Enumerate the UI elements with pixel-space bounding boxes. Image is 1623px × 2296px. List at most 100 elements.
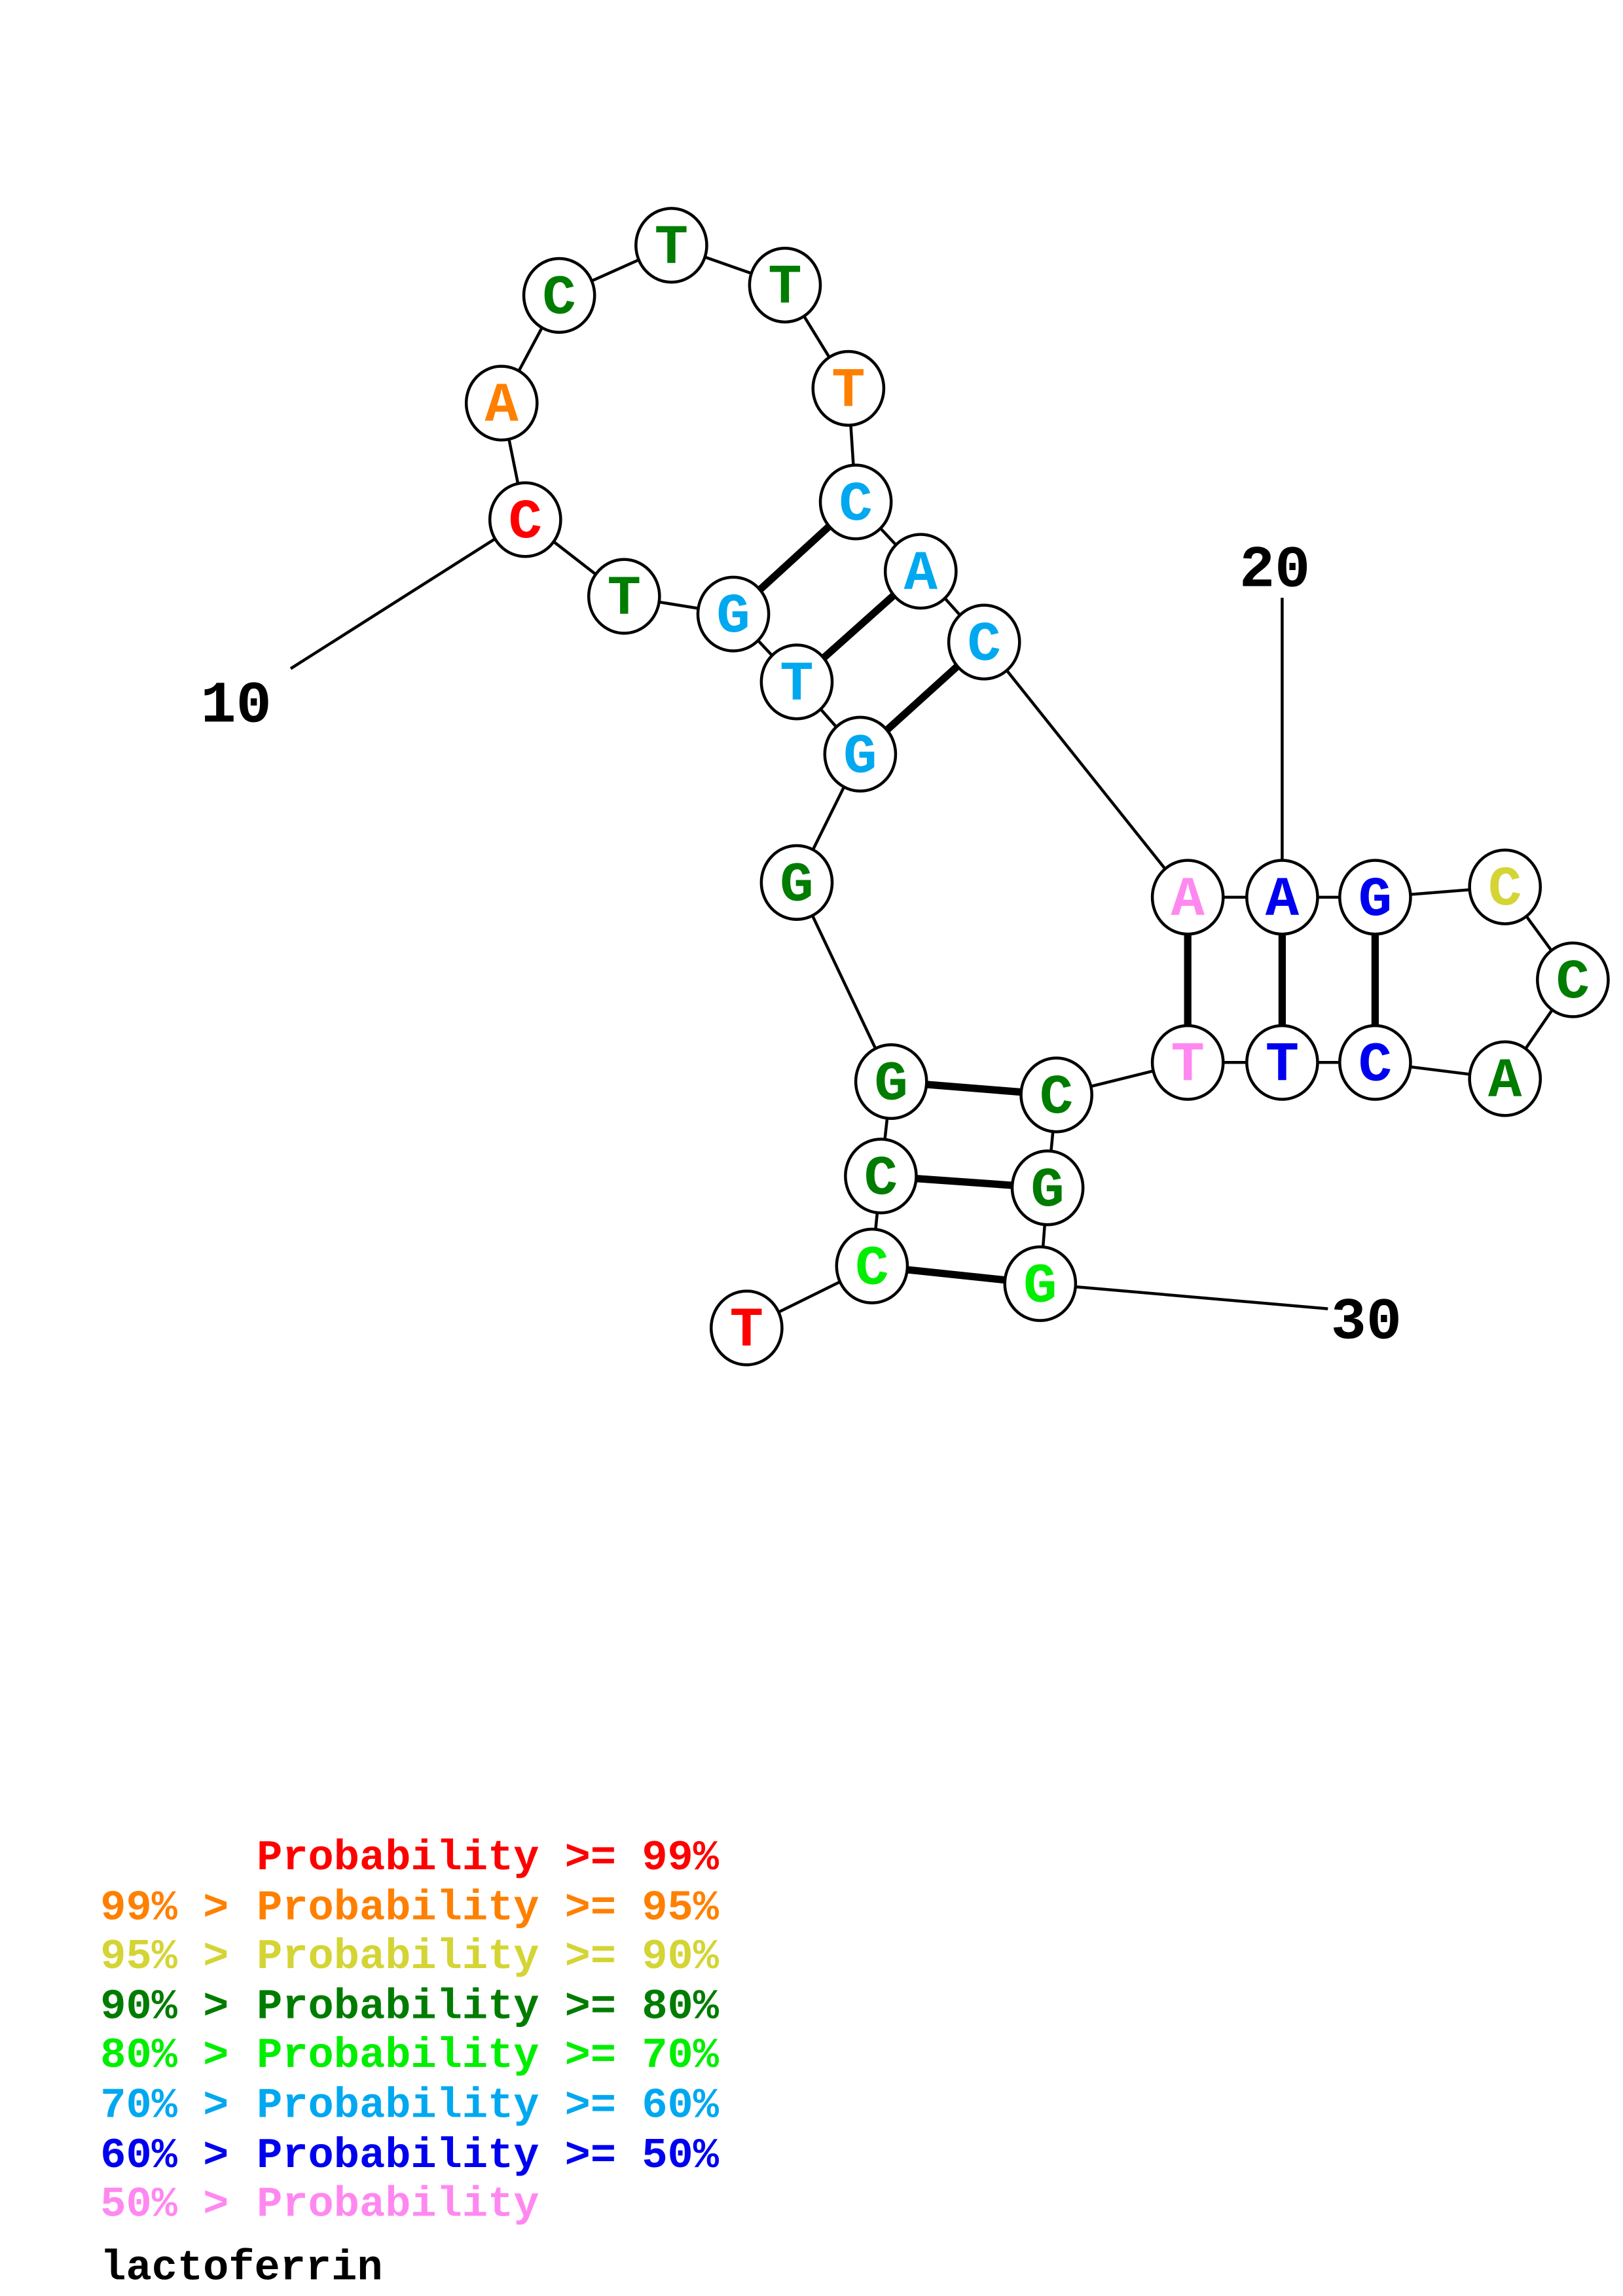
nucleotide-circle [883, 533, 958, 610]
nucleotide-circle [1338, 1024, 1412, 1101]
legend-prefix: 60% > [100, 2132, 228, 2180]
nucleotide-3: C [844, 1138, 918, 1215]
nucleotide-12: C [522, 257, 596, 334]
nucleotide-letter: T [608, 567, 641, 631]
nucleotide-circle [464, 365, 539, 442]
legend-prefix: 70% > [100, 2082, 228, 2130]
legend-prefix: 95% > [100, 1933, 228, 1981]
nucleotide-circle [1536, 941, 1610, 1018]
nucleotide-letter: G [716, 585, 750, 649]
nucleotide-letter: G [843, 725, 877, 789]
position-label-30: 30 [1331, 1290, 1402, 1357]
nucleotide-letter: T [730, 1299, 763, 1363]
nucleotide-23: C [1536, 941, 1610, 1018]
nucleotide-27: T [1150, 1024, 1225, 1101]
nucleotide-letter: C [542, 266, 575, 330]
nucleotide-29: G [1010, 1149, 1085, 1227]
nucleotide-26: T [1245, 1024, 1319, 1101]
nucleotide-circle [1019, 1056, 1093, 1134]
nucleotide-letter: C [509, 491, 542, 554]
nucleotide-letter: A [1266, 869, 1300, 932]
nucleotide-circle [1245, 1024, 1319, 1101]
nucleotide-circle [759, 643, 834, 721]
nucleotide-letter: T [780, 653, 813, 717]
nucleotide-circle [947, 603, 1021, 681]
nucleotide-letter: C [839, 473, 872, 537]
nucleotide-28: C [1019, 1056, 1093, 1134]
nucleotide-14: T [748, 247, 822, 324]
legend-prefix: 99% > [100, 1884, 228, 1933]
nucleotide-1: T [709, 1289, 784, 1367]
nucleotide-letter: G [875, 1053, 908, 1117]
position-label-10: 10 [200, 673, 271, 740]
position-tick-lines [289, 518, 1328, 1310]
nucleotide-letter: C [1488, 858, 1522, 922]
legend-prefix: 80% > [100, 2032, 228, 2080]
nucleotide-8: G [696, 575, 771, 653]
sequence-title: lactoferrin [100, 2244, 382, 2293]
nucleotide-circle [1003, 1245, 1078, 1322]
nucleotide-circle [488, 481, 562, 558]
nucleotide-letter: G [1030, 1159, 1064, 1223]
nucleotide-circle [823, 715, 898, 793]
nucleotide-letter: C [967, 613, 1000, 677]
nucleotide-letter: T [655, 217, 688, 280]
nucleotide-22: C [1468, 848, 1542, 925]
nucleotide-circle [844, 1138, 918, 1215]
nucleotide-11: A [464, 365, 539, 442]
nucleotide-circle [634, 207, 708, 284]
tick-line-10 [289, 518, 526, 670]
nucleotide-4: G [854, 1043, 928, 1121]
nucleotide-circle [587, 558, 661, 635]
nucleotide-16: C [818, 463, 893, 541]
nucleotide-letter: C [1556, 951, 1590, 1014]
nucleotide-7: T [759, 643, 834, 721]
nucleotide-circle [696, 575, 771, 653]
nucleotide-circle [1010, 1149, 1085, 1227]
nucleotide-17: A [883, 533, 958, 610]
nucleotide-circle [1468, 848, 1542, 925]
nucleotide-30: G [1003, 1245, 1078, 1322]
nucleotide-circle [1338, 859, 1412, 936]
nucleotide-6: G [823, 715, 898, 793]
nucleotide-5: G [759, 844, 834, 921]
position-label-20: 20 [1239, 537, 1310, 604]
nucleotide-letter: A [1488, 1050, 1522, 1113]
legend-prefix: 50% > [100, 2181, 228, 2229]
nucleotide-letter: C [864, 1147, 898, 1211]
legend-entry: Probability >= 60% [257, 2082, 720, 2130]
legend-entry: Probability [257, 2181, 539, 2229]
nucleotide-letter: C [1040, 1066, 1073, 1130]
nucleotide-letter: T [768, 257, 801, 320]
legend-entry: Probability >= 70% [257, 2032, 720, 2080]
nucleotide-circle [1150, 1024, 1225, 1101]
nucleotide-letter: T [1266, 1033, 1299, 1097]
nucleotide-letter: G [780, 853, 813, 917]
nucleotide-20: A [1245, 859, 1319, 936]
nucleotide-25: C [1338, 1024, 1412, 1101]
nucleotide-circle [854, 1043, 928, 1121]
nucleotide-circle [759, 844, 834, 921]
nucleotide-letter: G [1359, 869, 1392, 932]
nucleotide-18: C [947, 603, 1021, 681]
nucleotide-letter: A [485, 374, 519, 438]
legend-entry: Probability >= 95% [257, 1884, 720, 1933]
nucleotide-circle [811, 350, 886, 427]
nucleotide-circle [1245, 859, 1319, 936]
nucleotide-19: A [1150, 859, 1225, 936]
legend-entry: Probability >= 90% [257, 1933, 720, 1981]
probability-legend: Probability >= 99% 99% > Probability >= 9… [100, 1834, 720, 2229]
nucleotide-13: T [634, 207, 708, 284]
backbone-link [983, 641, 1189, 899]
nucleotide-circle [835, 1227, 909, 1304]
nucleotide-letter: C [1359, 1033, 1392, 1097]
nucleotide-10: C [488, 481, 562, 558]
tick-line-30 [1040, 1282, 1328, 1310]
nucleotide-24: A [1468, 1040, 1542, 1117]
nucleotide-circle [818, 463, 893, 541]
nucleotide-circle [1468, 1040, 1542, 1117]
legend-entry: Probability >= 99% [257, 1834, 720, 1882]
nucleotide-letter: G [1023, 1255, 1057, 1318]
